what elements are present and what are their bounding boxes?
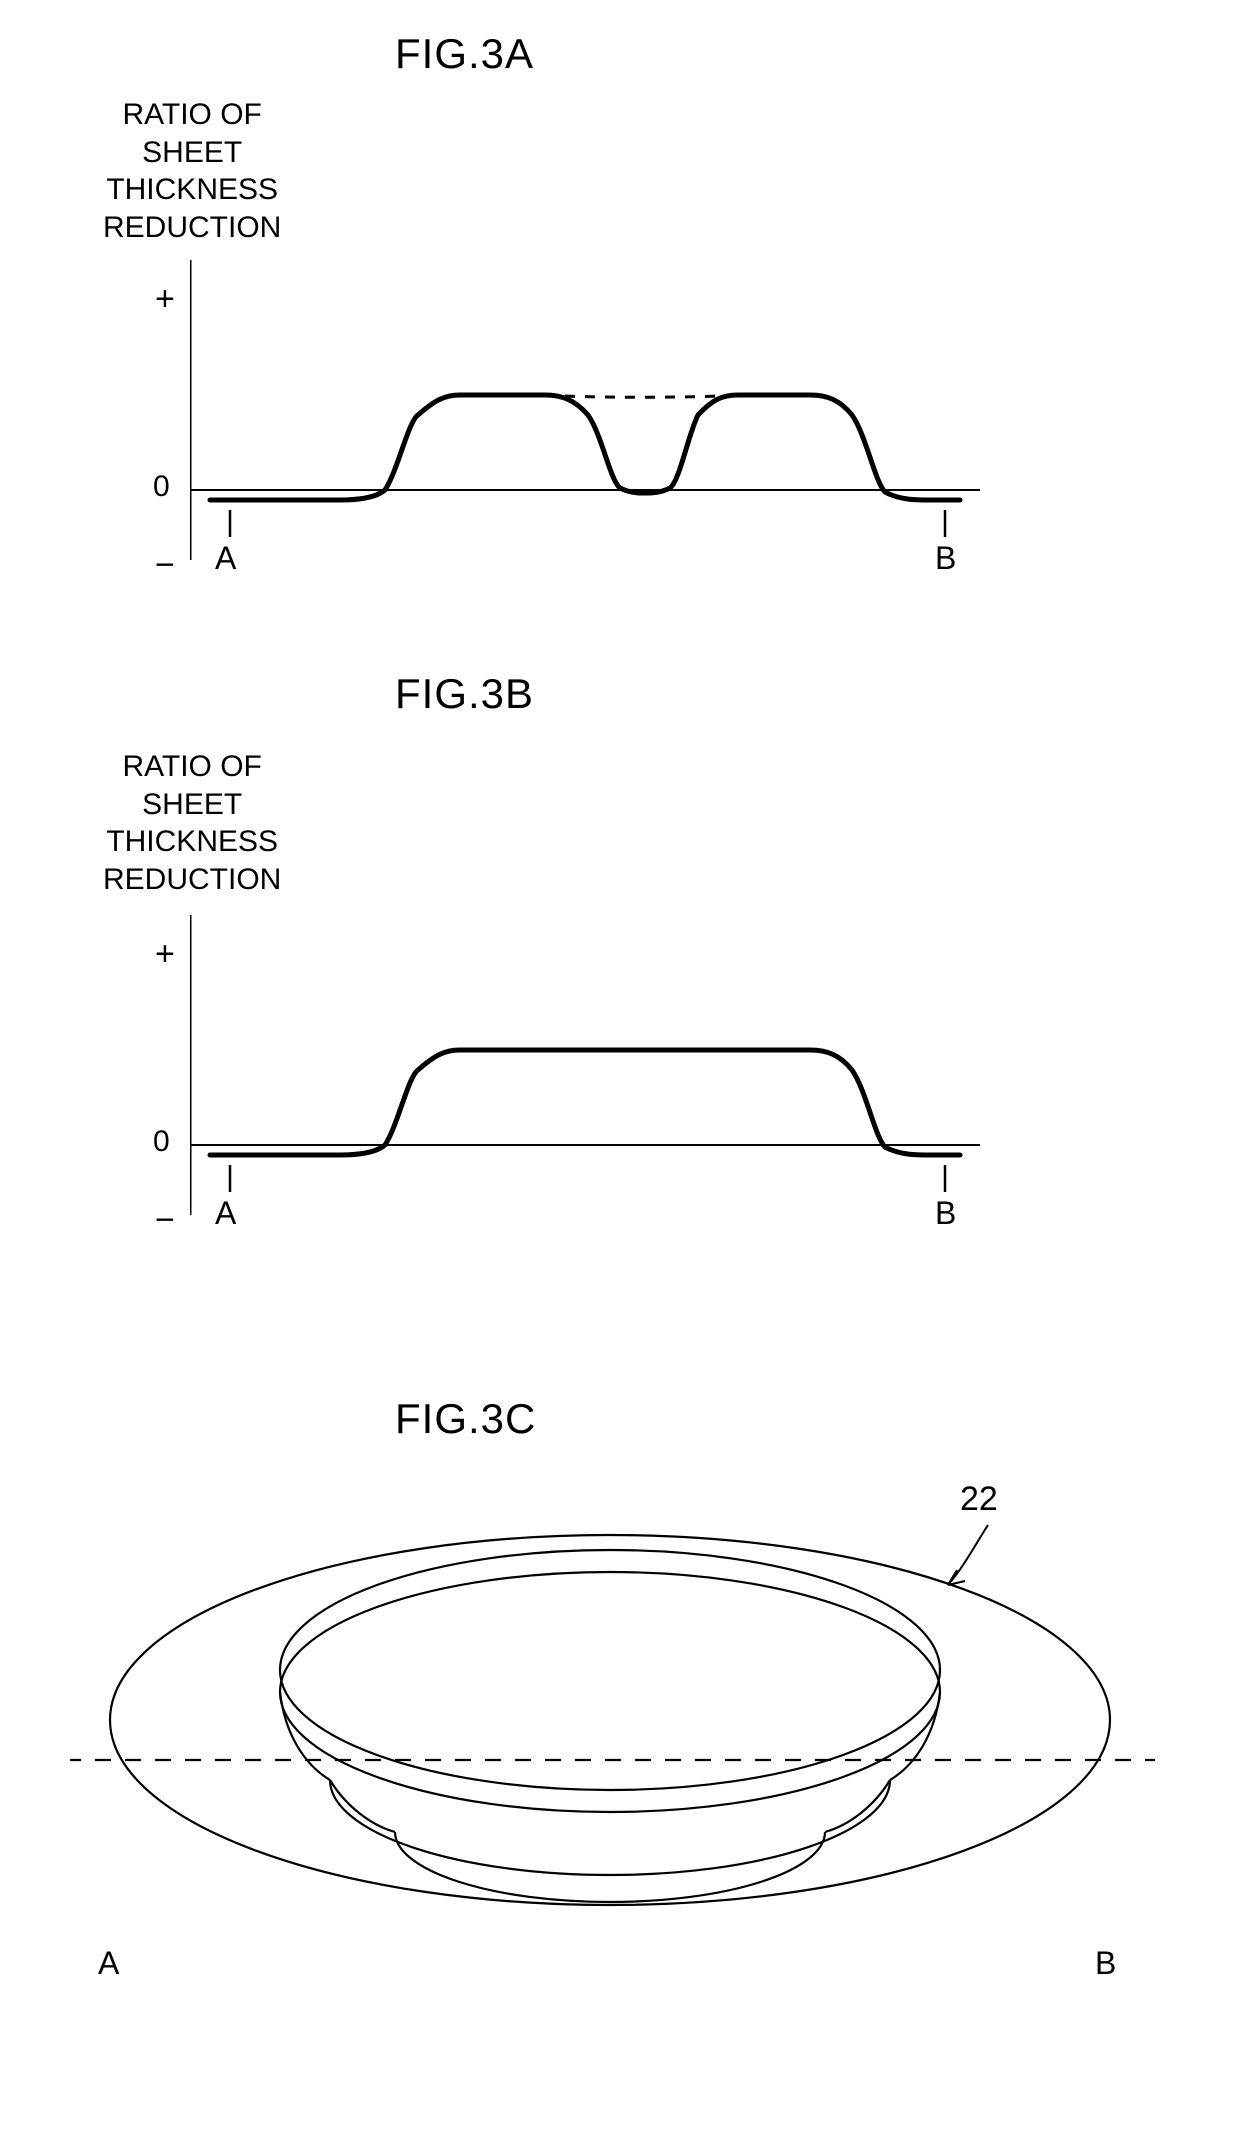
fig3b-plus: + [155,935,175,974]
fig3a-zero: 0 [153,470,170,504]
fig3a-y-axis-label: RATIO OF SHEET THICKNESS REDUCTION [103,96,281,246]
fig3a-title: FIG.3A [395,30,534,78]
fig3b-y-axis-label: RATIO OF SHEET THICKNESS REDUCTION [103,748,281,898]
fig3b-minus: − [155,1201,175,1240]
fig3a-plus: + [155,280,175,319]
fig3c-diagram [70,1470,1170,1990]
fig3b-title: FIG.3B [395,670,534,718]
fig3b-chart [190,895,1010,1235]
fig3b-zero: 0 [153,1125,170,1159]
fig3a-chart [190,240,1010,580]
fig3a-minus: − [155,546,175,585]
fig3c-title: FIG.3C [395,1395,536,1443]
